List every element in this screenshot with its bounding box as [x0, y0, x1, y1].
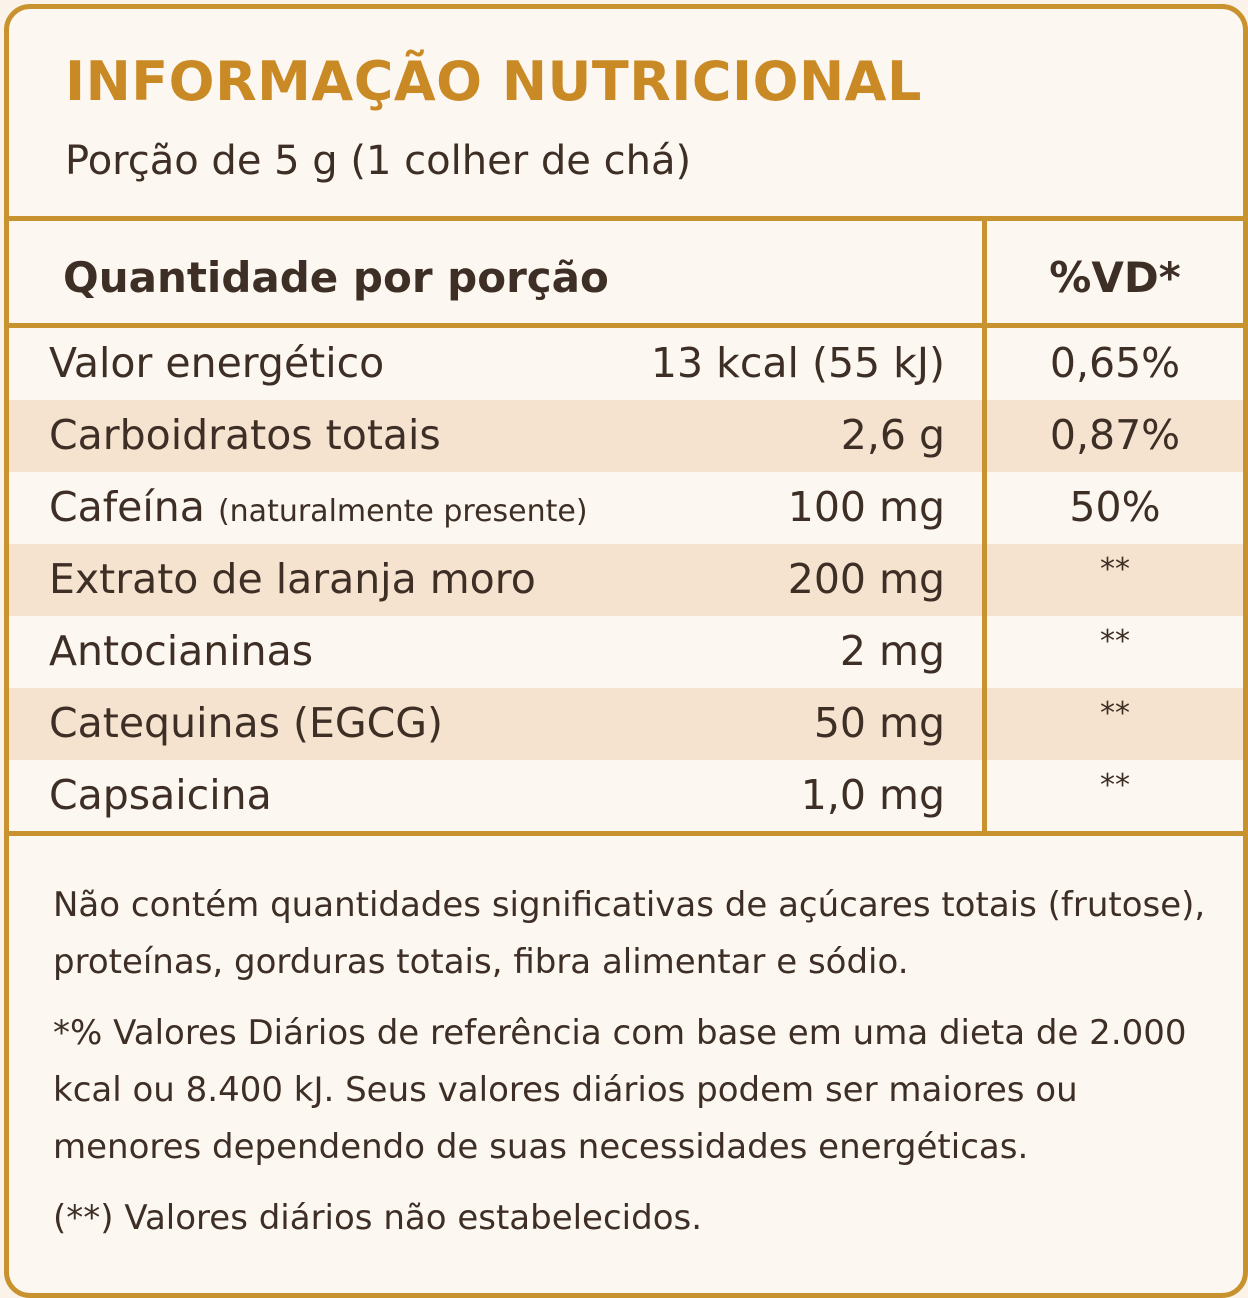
table-row: Valor energético 13 kcal (55 kJ) 0,65%: [9, 328, 1243, 400]
nutrient-amount: 2 mg: [839, 627, 945, 675]
table-row: Antocianinas 2 mg **: [9, 616, 1243, 688]
footnote-vd-reference: *% Valores Diários de referência com bas…: [53, 1013, 1187, 1167]
nutrient-note: (naturalmente presente): [217, 494, 588, 529]
nutrition-facts-panel: INFORMAÇÃO NUTRICIONAL Porção de 5 g (1 …: [4, 4, 1248, 1298]
nutrient-vd: 50%: [1069, 483, 1161, 531]
nutrient-name: Catequinas (EGCG): [49, 699, 444, 747]
divider-header: [9, 323, 1243, 328]
header-quantity: Quantidade por porção: [63, 253, 609, 302]
label-title: INFORMAÇÃO NUTRICIONAL: [65, 50, 922, 113]
footnotes: Não contém quantidades significativas de…: [53, 877, 1213, 1261]
nutrient-vd: **: [1100, 624, 1130, 659]
nutrient-amount: 1,0 mg: [800, 771, 945, 819]
nutrient-name: Antocianinas: [49, 627, 314, 675]
table-row: Capsaicina 1,0 mg **: [9, 760, 1243, 832]
footnote-not-significant: Não contém quantidades significativas de…: [53, 885, 1206, 982]
divider-bottom: [9, 831, 1243, 836]
nutrient-name: Extrato de laranja moro: [49, 555, 536, 603]
nutrient-amount: 50 mg: [813, 699, 945, 747]
divider-top: [9, 216, 1243, 221]
nutrient-name: Capsaicina: [49, 771, 272, 819]
nutrient-name: Cafeína: [49, 483, 205, 531]
nutrient-vd: 0,87%: [1049, 411, 1181, 459]
header-vd: %VD*: [1049, 253, 1181, 302]
table-row: Carboidratos totais 2,6 g 0,87%: [9, 400, 1243, 472]
nutrient-name: Carboidratos totais: [49, 411, 441, 459]
table-row: Catequinas (EGCG) 50 mg **: [9, 688, 1243, 760]
nutrient-amount: 2,6 g: [840, 411, 945, 459]
nutrient-amount: 100 mg: [787, 483, 945, 531]
nutrient-vd: 0,65%: [1049, 339, 1181, 387]
footnote-not-established: (**) Valores diários não estabelecidos.: [53, 1198, 703, 1238]
table-row: Cafeína (naturalmente presente) 100 mg 5…: [9, 472, 1243, 544]
nutrient-vd: **: [1100, 696, 1130, 731]
serving-size: Porção de 5 g (1 colher de chá): [65, 138, 692, 184]
nutrient-amount: 13 kcal (55 kJ): [650, 339, 945, 387]
nutrient-vd: **: [1100, 768, 1130, 803]
nutrient-name: Valor energético: [49, 339, 385, 387]
column-divider: [982, 221, 987, 833]
nutrient-amount: 200 mg: [787, 555, 945, 603]
nutrient-vd: **: [1100, 552, 1130, 587]
table-row: Extrato de laranja moro 200 mg **: [9, 544, 1243, 616]
nutrient-table: Valor energético 13 kcal (55 kJ) 0,65% C…: [9, 328, 1243, 832]
